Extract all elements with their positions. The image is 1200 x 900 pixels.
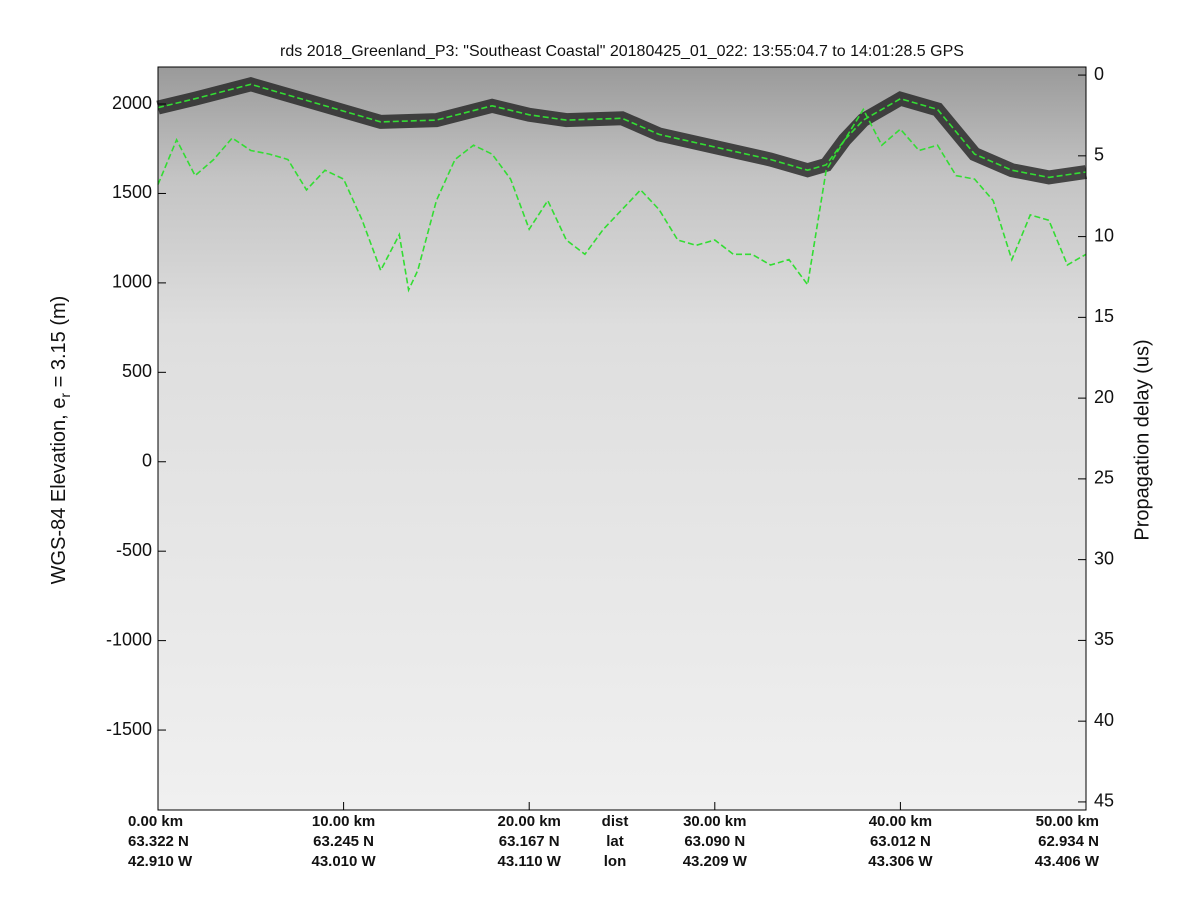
lat-label: 62.934 N — [1038, 833, 1099, 850]
y-label-sub: r — [57, 393, 73, 398]
lat-label: 63.012 N — [870, 833, 931, 850]
lon-label: 42.910 W — [128, 853, 193, 870]
layer-line — [157, 83, 1087, 179]
y-tick-label: -1500 — [106, 719, 152, 739]
y2-tick-label: 5 — [1094, 145, 1104, 165]
y-tick-label: 2000 — [112, 93, 152, 113]
row-label: lon — [604, 853, 627, 870]
y2-tick-label: 30 — [1094, 548, 1114, 568]
y-axis-label: WGS-84 Elevation, er = 3.15 (m) — [48, 296, 72, 585]
y-label-main: WGS-84 Elevation, e — [48, 398, 70, 585]
lon-label: 43.110 W — [498, 853, 562, 870]
echogram — [158, 67, 1086, 810]
y2-axis-label: Propagation delay (us) — [1131, 339, 1153, 540]
lat-label: 63.167 N — [499, 833, 560, 850]
y-tick-label: -1000 — [106, 629, 152, 649]
y2-tick-label: 45 — [1094, 791, 1114, 811]
lat-label: 63.245 N — [313, 833, 374, 850]
x-tick-label: 20.00 km — [498, 813, 561, 830]
lon-label: 43.010 W — [311, 853, 376, 870]
x-tick-label: 30.00 km — [683, 813, 746, 830]
y2-tick-label: 20 — [1094, 387, 1114, 407]
lon-label: 43.306 W — [868, 853, 933, 870]
chart-title: rds 2018_Greenland_P3: "Southeast Coasta… — [280, 43, 964, 60]
lon-label: 43.406 W — [1035, 853, 1100, 870]
y-tick-label: 0 — [142, 451, 152, 471]
y-tick-label: -500 — [116, 540, 152, 560]
y-tick-label: 1000 — [112, 272, 152, 292]
y2-tick-label: 25 — [1094, 468, 1114, 488]
y-label-rest: = 3.15 (m) — [48, 296, 70, 393]
layer-line — [157, 107, 1087, 293]
y2-tick-label: 35 — [1094, 629, 1114, 649]
y-tick-label: 1500 — [112, 182, 152, 202]
x-tick-label: 10.00 km — [312, 813, 375, 830]
row-label: dist — [602, 813, 629, 830]
y2-tick-label: 40 — [1094, 710, 1114, 730]
x-tick-label: 50.00 km — [1036, 813, 1099, 830]
x-tick-label: 40.00 km — [869, 813, 932, 830]
y2-tick-label: 15 — [1094, 306, 1114, 326]
lon-label: 43.209 W — [683, 853, 748, 870]
plot-frame — [157, 66, 1087, 811]
y2-tick-label: 10 — [1094, 225, 1114, 245]
y2-tick-label: 0 — [1094, 64, 1104, 84]
row-label: lat — [606, 833, 624, 850]
lat-label: 63.322 N — [128, 833, 189, 850]
y-tick-label: 500 — [122, 361, 152, 381]
lat-label: 63.090 N — [684, 833, 745, 850]
x-tick-label: 0.00 km — [128, 813, 183, 830]
